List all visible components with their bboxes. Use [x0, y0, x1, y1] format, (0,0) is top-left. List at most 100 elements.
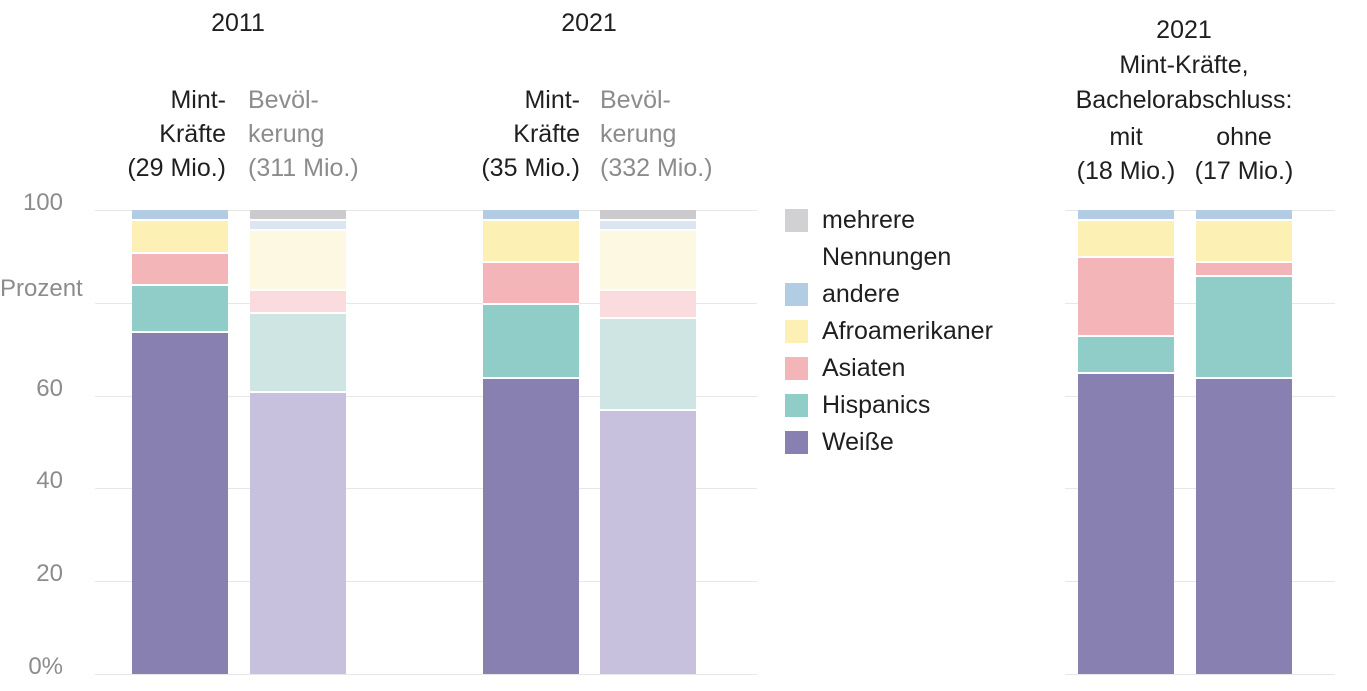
bar-segment-mehrere-nennungen — [600, 210, 696, 220]
bar-label-line: mit — [1109, 123, 1143, 151]
bar-label-line: Kräfte — [159, 120, 226, 148]
bar-label-line: (311 Mio.) — [248, 154, 359, 182]
bar-bevoelkerung-2021 — [600, 210, 696, 674]
legend-label-weisse: Weiße — [822, 424, 894, 461]
legend-swatch-weisse — [785, 431, 808, 454]
y-axis-tick-60: 60 — [36, 375, 63, 402]
bar-label-line: kerung — [600, 120, 677, 148]
bar-bevoelkerung-2011 — [250, 210, 346, 674]
bar-label-line: kerung — [248, 120, 325, 148]
gridline-20 — [95, 581, 757, 582]
bar-label-mint-ohne-bachelor-2021: ohne (17 Mio.) — [1134, 120, 1354, 188]
legend-label-andere: andere — [822, 276, 900, 313]
gridline-100 — [95, 210, 757, 211]
bar-segment-weisse — [1196, 377, 1292, 674]
legend-label-line: Weiße — [822, 428, 894, 456]
bar-segment-hispanics — [1078, 335, 1174, 373]
bar-mint-mit-bachelor-2021 — [1078, 210, 1174, 674]
legend-item-hispanics: Hispanics — [785, 387, 993, 424]
bar-label-line: (35 Mio.) — [481, 154, 580, 182]
bar-segment-asiaten — [1196, 261, 1292, 275]
legend-item-weisse: Weiße — [785, 424, 993, 461]
group-title-2021-1: 2021 — [561, 6, 617, 41]
legend-label-line: Hispanics — [822, 391, 931, 419]
bar-segment-afroamerikaner — [1196, 219, 1292, 262]
bar-label-line: (17 Mio.) — [1194, 157, 1294, 185]
bar-mint-kraefte-2011 — [132, 210, 228, 674]
bar-segment-andere — [132, 210, 228, 220]
bar-label-mint-kraefte-2011: Mint- Kräfte (29 Mio.) — [6, 83, 226, 185]
bar-segment-andere — [1196, 210, 1292, 220]
legend-label-line: mehrere — [822, 206, 916, 234]
bar-segment-andere — [483, 210, 579, 220]
bar-label-line: Kräfte — [513, 120, 580, 148]
bar-segment-hispanics — [483, 302, 579, 377]
bar-segment-hispanics — [132, 284, 228, 331]
bar-label-bevoelkerung-2011: Bevöl-kerung (311 Mio.) — [248, 83, 468, 185]
y-axis-tick-0: 0% — [28, 653, 63, 680]
legend-item-mehrere-nennungen: mehrere Nennungen — [785, 202, 993, 276]
legend-swatch-asiaten — [785, 357, 808, 380]
legend-label-hispanics: Hispanics — [822, 387, 930, 424]
legend-label-line: andere — [822, 280, 900, 308]
legend-item-asiaten: Asiaten — [785, 350, 993, 387]
bar-segment-asiaten — [250, 288, 346, 313]
group-title-line: 2021 — [561, 9, 617, 37]
bar-segment-afroamerikaner — [250, 228, 346, 289]
bar-segment-hispanics — [250, 312, 346, 391]
gridline-60 — [95, 396, 757, 397]
group-title-2021-2: 2021 Mint-Kräfte, Bachelorabschluss: — [1076, 13, 1293, 118]
y-axis-unit-label: Prozent — [0, 275, 83, 302]
bar-label-line: (332 Mio.) — [600, 154, 713, 182]
bar-segment-andere — [250, 219, 346, 229]
group-title-2011-0: 2011 — [211, 6, 265, 41]
legend-label-line: Afroamerikaner — [822, 317, 993, 345]
bar-label-line: Bevöl- — [248, 86, 319, 114]
y-axis-tick-100: 100 — [22, 189, 63, 216]
bar-mint-ohne-bachelor-2021 — [1196, 210, 1292, 674]
bar-segment-andere — [600, 219, 696, 229]
group-title-line: Mint-Kräfte, — [1119, 51, 1249, 79]
bar-label-line: Mint- — [170, 86, 226, 114]
bar-label-mint-kraefte-2021: Mint- Kräfte (35 Mio.) — [360, 83, 580, 185]
gridline-80 — [95, 303, 757, 304]
legend-label-line: Nennungen — [822, 243, 952, 271]
legend-swatch-hispanics — [785, 394, 808, 417]
bar-segment-afroamerikaner — [1078, 219, 1174, 257]
bar-mint-kraefte-2021 — [483, 210, 579, 674]
bar-segment-hispanics — [600, 316, 696, 410]
gridline-0 — [1065, 674, 1335, 675]
bar-segment-weisse — [1078, 372, 1174, 674]
gridline-40 — [95, 488, 757, 489]
legend-swatch-mehrere-nennungen — [785, 209, 808, 232]
legend: mehrere Nennungen andere Afroamerikaner Asia… — [785, 202, 993, 461]
bar-segment-asiaten — [132, 251, 228, 285]
group-title-line: Bachelorabschluss: — [1075, 86, 1293, 114]
legend-label-mehrere-nennungen: mehrere Nennungen — [822, 202, 951, 276]
bar-segment-asiaten — [483, 261, 579, 303]
legend-swatch-andere — [785, 283, 808, 306]
legend-item-andere: andere — [785, 276, 993, 313]
bar-segment-hispanics — [1196, 274, 1292, 377]
bar-label-line: (29 Mio.) — [127, 154, 226, 182]
bar-segment-weisse — [600, 409, 696, 674]
bar-segment-afroamerikaner — [600, 228, 696, 289]
legend-label-asiaten: Asiaten — [822, 350, 905, 387]
bar-segment-asiaten — [1078, 256, 1174, 336]
bar-label-bevoelkerung-2021: Bevöl-kerung (332 Mio.) — [600, 83, 820, 185]
bar-segment-andere — [1078, 210, 1174, 220]
y-axis-tick-20: 20 — [36, 560, 63, 587]
bar-label-line: (18 Mio.) — [1076, 157, 1176, 185]
legend-swatch-afroamerikaner — [785, 320, 808, 343]
legend-label-line: Asiaten — [822, 354, 906, 382]
bar-segment-afroamerikaner — [483, 219, 579, 262]
bar-label-line: Bevöl- — [600, 86, 671, 114]
y-axis-tick-40: 40 — [36, 467, 63, 494]
bar-label-line: ohne — [1216, 123, 1272, 151]
legend-label-afroamerikaner: Afroamerikaner — [822, 313, 993, 350]
bar-segment-mehrere-nennungen — [250, 210, 346, 220]
bar-segment-weisse — [250, 390, 346, 674]
group-title-line: 2021 — [1156, 16, 1212, 44]
bar-label-line: Mint- — [524, 86, 580, 114]
